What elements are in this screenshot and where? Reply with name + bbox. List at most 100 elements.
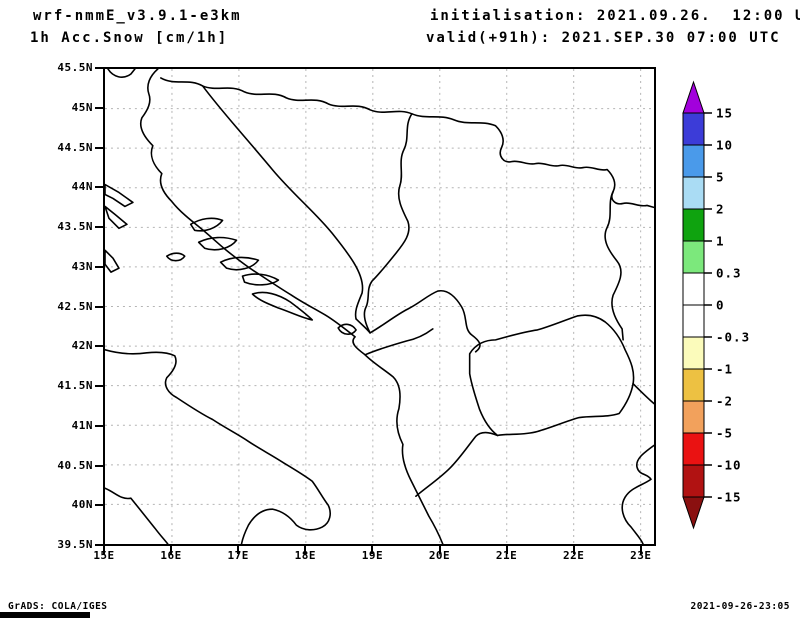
lat-tick-label: 40N bbox=[71, 498, 93, 512]
north-macedonia-outline bbox=[468, 314, 635, 437]
coastline-corner-dip bbox=[107, 69, 136, 78]
colorbar-label: 1 bbox=[716, 234, 725, 249]
lon-tick-label: 17E bbox=[227, 549, 249, 562]
lat-tick-label: 43.5N bbox=[57, 220, 93, 233]
island-brac bbox=[189, 217, 224, 232]
lat-tick bbox=[95, 186, 103, 189]
graticule-gridlines bbox=[105, 69, 654, 544]
colorbar-label: -10 bbox=[716, 458, 742, 473]
colorbar-label: 15 bbox=[716, 106, 733, 121]
peljesac-peninsula bbox=[251, 291, 314, 321]
initialisation-label: initialisation: 2021.09.26. 12:00 UTC bbox=[430, 8, 800, 24]
colorbar-segment bbox=[682, 144, 705, 178]
croatia-bosnia-border bbox=[201, 85, 364, 320]
island-kornati bbox=[105, 249, 120, 273]
colorbar-segment bbox=[682, 432, 705, 466]
lat-tick-label: 44.5N bbox=[57, 140, 93, 154]
balkans-map bbox=[105, 69, 654, 544]
colorbar-label: -5 bbox=[716, 426, 733, 441]
lat-tick-label: 45.5N bbox=[57, 61, 93, 74]
lon-tick bbox=[505, 546, 508, 554]
aegean-coastline bbox=[621, 444, 654, 544]
lon-tick-label: 21E bbox=[495, 549, 518, 562]
lat-tick-label: 43N bbox=[71, 259, 93, 273]
lon-tick-label: 23E bbox=[630, 549, 652, 562]
lat-tick-label: 41N bbox=[71, 418, 93, 432]
colorbar-label: -1 bbox=[716, 362, 733, 377]
lake-scutari bbox=[337, 323, 357, 335]
colorbar-label: -15 bbox=[716, 490, 742, 505]
colorbar-label: 0 bbox=[716, 298, 725, 313]
lat-tick bbox=[95, 106, 103, 109]
island-mljet bbox=[241, 273, 280, 286]
lon-tick-label: 22E bbox=[563, 549, 585, 562]
island-hvar bbox=[197, 236, 238, 251]
model-title: wrf-nmmE_v3.9.1-e3km bbox=[33, 8, 242, 24]
montenegro-kosovo-border bbox=[355, 289, 481, 353]
colorbar-segment bbox=[682, 208, 705, 242]
italy-taranto-west-coast bbox=[105, 487, 169, 544]
greece-albania-border bbox=[415, 431, 499, 497]
lat-tick bbox=[95, 544, 103, 546]
colorbar: 15 10 5 2 1 0.3 0 -0.3 -1 -2 -5 -10 -15 bbox=[682, 80, 750, 530]
lat-tick bbox=[95, 464, 103, 467]
colorbar-segment bbox=[682, 112, 705, 146]
serbia-east-border bbox=[604, 190, 624, 341]
lon-tick bbox=[237, 546, 240, 554]
colorbar-label: 5 bbox=[716, 170, 725, 185]
island-pag bbox=[105, 183, 134, 208]
north-border-danube bbox=[159, 77, 654, 209]
bulgaria-greece-border bbox=[632, 382, 654, 405]
lat-tick-label: 40.5N bbox=[57, 458, 93, 472]
drina-border bbox=[363, 113, 413, 334]
lat-tick-label: 44N bbox=[71, 180, 93, 194]
variable-title: 1h Acc.Snow [cm/1h] bbox=[30, 30, 229, 46]
colorbar-above-max-triangle bbox=[682, 80, 705, 114]
colorbar-segment bbox=[682, 464, 705, 498]
lat-tick bbox=[95, 424, 103, 427]
lon-tick bbox=[371, 546, 374, 554]
lon-tick bbox=[170, 546, 173, 554]
creation-timestamp: 2021-09-26-23:05 bbox=[690, 601, 790, 612]
colorbar-label: -0.3 bbox=[716, 330, 750, 345]
lon-tick bbox=[438, 546, 441, 554]
colorbar-label: -2 bbox=[716, 394, 733, 409]
lat-tick-label: 41.5N bbox=[57, 379, 93, 392]
lat-tick-label: 39.5N bbox=[57, 538, 93, 551]
colorbar-segment bbox=[682, 336, 705, 370]
adriatic-east-coastline bbox=[139, 69, 444, 544]
lon-tick bbox=[304, 546, 307, 554]
lat-tick bbox=[95, 226, 103, 228]
lat-tick-label: 42.5N bbox=[57, 299, 93, 313]
map-plot-frame bbox=[103, 67, 656, 546]
lon-tick bbox=[572, 546, 575, 554]
island-dugi-otok bbox=[105, 205, 128, 230]
colorbar-label: 0.3 bbox=[716, 266, 742, 281]
coastlines-and-borders bbox=[105, 69, 654, 544]
lon-tick-label: 18E bbox=[294, 549, 316, 562]
bottom-black-bar bbox=[0, 612, 90, 618]
colorbar-below-min-triangle bbox=[682, 496, 705, 530]
albania-north-border bbox=[364, 328, 434, 356]
colorbar-segment bbox=[682, 304, 705, 338]
lat-tick bbox=[95, 67, 103, 69]
lon-tick bbox=[103, 546, 105, 554]
lat-tick bbox=[95, 146, 103, 149]
colorbar-segment bbox=[682, 272, 705, 306]
colorbar-segment bbox=[682, 400, 705, 434]
lon-tick bbox=[639, 546, 642, 554]
lat-tick-label: 42N bbox=[71, 339, 93, 353]
grads-credit: GrADS: COLA/IGES bbox=[8, 601, 108, 612]
colorbar-segment bbox=[682, 368, 705, 402]
colorbar-label: 10 bbox=[716, 138, 733, 153]
island-vis bbox=[165, 252, 186, 262]
colorbar-label: 2 bbox=[716, 202, 725, 217]
lon-tick-label: 20E bbox=[428, 549, 451, 562]
lon-tick-label: 16E bbox=[160, 549, 182, 562]
lat-tick bbox=[95, 305, 103, 308]
colorbar-segment bbox=[682, 176, 705, 210]
lat-tick bbox=[95, 504, 103, 507]
island-korcula bbox=[219, 256, 260, 271]
lat-tick bbox=[95, 345, 103, 348]
